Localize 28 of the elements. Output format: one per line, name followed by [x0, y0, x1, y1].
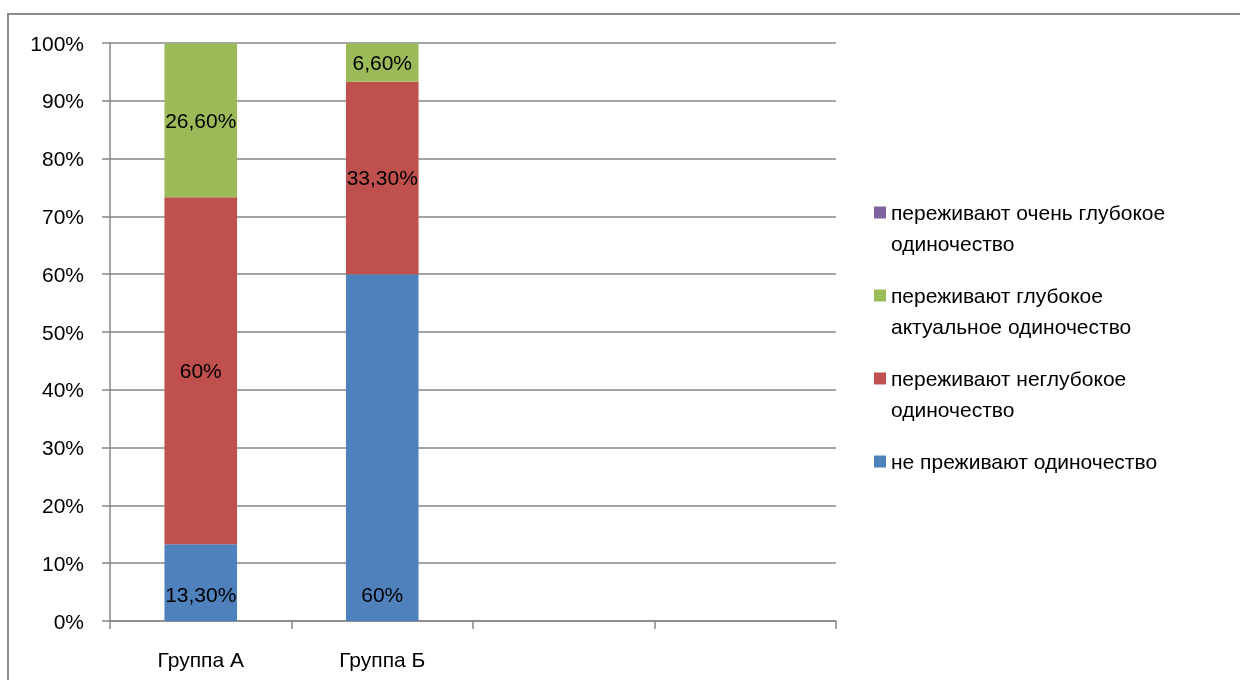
bar: [164, 43, 238, 198]
bar: [345, 274, 419, 621]
legend-label: переживают неглубокое одиночество: [891, 367, 1127, 421]
legend-label: переживают глубокое актуальное одиночество: [891, 284, 1132, 338]
data-label: 13,30%: [165, 583, 237, 606]
y-tick-label: 90%: [41, 89, 84, 113]
bar: [164, 197, 238, 545]
y-tick-label: 10%: [41, 551, 84, 575]
y-tick-label: 80%: [41, 147, 84, 171]
bar: [164, 544, 238, 621]
legend-label: переживают очень глубокое одиночество: [891, 201, 1166, 255]
data-label: 26,60%: [165, 108, 237, 132]
data-label: 33,30%: [346, 166, 418, 190]
legend-label: не преживают одиночество: [891, 450, 1158, 473]
y-tick-label: 20%: [41, 493, 84, 517]
y-tick-label: 50%: [41, 320, 84, 344]
x-tick-label: Группа Б: [339, 648, 426, 671]
x-tick-label: Группа А: [157, 648, 244, 671]
y-tick-label: 70%: [41, 204, 84, 228]
data-label: 60%: [179, 359, 222, 383]
data-label: 60%: [361, 583, 404, 606]
y-tick-label: 100%: [30, 31, 84, 55]
y-tick-label: 40%: [41, 378, 84, 402]
y-tick-label: 60%: [41, 262, 84, 286]
bar: [345, 81, 419, 275]
data-label: 6,60%: [352, 51, 413, 75]
y-tick-label: 0%: [53, 609, 84, 633]
y-tick-label: 30%: [41, 436, 84, 460]
